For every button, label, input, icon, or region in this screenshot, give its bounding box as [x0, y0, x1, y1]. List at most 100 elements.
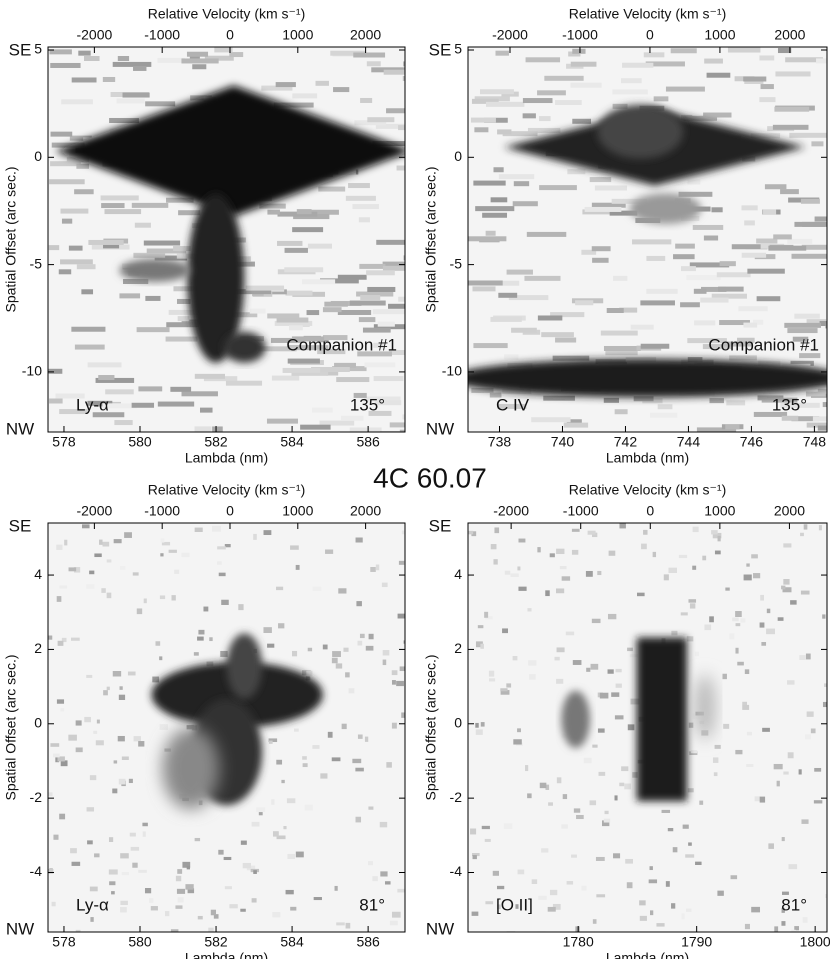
x-axis-label: Lambda (nm): [185, 450, 268, 466]
noise: [657, 404, 673, 410]
noise: [113, 539, 122, 544]
noise: [766, 608, 771, 614]
x2-tick-label: 1000: [282, 27, 313, 43]
y-tick-label: -2: [450, 789, 463, 805]
noise: [742, 704, 750, 710]
noise: [575, 926, 580, 932]
noise: [692, 565, 697, 570]
spectrum-image: [48, 523, 405, 932]
noise: [165, 336, 198, 342]
noise: [645, 61, 685, 67]
noise: [148, 898, 154, 903]
noise: [277, 240, 303, 246]
noise: [160, 538, 165, 543]
noise: [571, 528, 580, 532]
noise: [53, 834, 59, 840]
noise: [591, 202, 626, 208]
noise: [76, 163, 90, 169]
noise: [185, 884, 194, 890]
noise: [96, 719, 100, 724]
noise: [132, 572, 139, 576]
noise: [101, 588, 106, 593]
noise: [818, 525, 822, 531]
noise: [357, 640, 363, 646]
noise: [198, 629, 205, 635]
noise: [100, 195, 139, 201]
x2-tick-label: 2000: [350, 27, 381, 43]
noise: [525, 765, 529, 772]
noise: [75, 720, 82, 726]
x2-tick-label: 2000: [774, 503, 805, 519]
noise: [78, 50, 91, 56]
noise: [802, 917, 808, 923]
angle-label: 135°: [772, 395, 807, 414]
noise: [819, 320, 827, 326]
spectrum-image: [468, 523, 827, 932]
noise: [629, 654, 638, 658]
noise: [391, 670, 398, 676]
y-tick-label: -4: [30, 863, 43, 879]
noise: [324, 301, 348, 307]
noise: [212, 426, 223, 432]
noise: [68, 567, 77, 572]
noise: [55, 757, 60, 763]
noise: [746, 763, 754, 768]
noise: [738, 306, 768, 312]
noise: [471, 911, 479, 916]
noise: [481, 825, 490, 830]
noise: [695, 861, 702, 866]
noise: [108, 837, 114, 843]
noise: [545, 784, 550, 790]
noise: [263, 627, 272, 633]
emission: [226, 633, 263, 699]
noise: [133, 65, 147, 71]
noise: [475, 722, 479, 728]
noise: [256, 807, 266, 812]
noise: [131, 402, 155, 408]
x-tick-label: 578: [52, 434, 76, 450]
noise: [612, 103, 628, 109]
noise: [490, 197, 508, 203]
x-tick-label: 584: [280, 434, 304, 450]
noise: [398, 125, 405, 131]
noise: [177, 316, 190, 322]
noise: [373, 342, 384, 348]
noise: [401, 712, 405, 718]
noise: [106, 686, 110, 691]
noise: [773, 234, 792, 240]
noise: [497, 904, 501, 910]
noise: [133, 736, 141, 742]
noise: [181, 552, 190, 558]
noise: [603, 345, 641, 351]
noise: [284, 267, 324, 273]
noise: [111, 891, 115, 895]
x2-axis-label: Relative Velocity (km s⁻¹): [148, 6, 306, 22]
noise: [159, 656, 163, 661]
noise: [798, 769, 802, 775]
emission: [636, 637, 687, 802]
noise: [102, 541, 110, 547]
noise: [633, 396, 654, 402]
noise: [119, 293, 141, 299]
noise: [273, 102, 314, 108]
noise: [681, 913, 685, 920]
noise: [737, 337, 755, 343]
noise: [155, 641, 161, 646]
y-tick-label: 2: [454, 640, 462, 656]
noise: [627, 647, 633, 652]
noise: [106, 592, 112, 599]
y-tick-label: -2: [30, 789, 43, 805]
noise: [331, 657, 338, 664]
noise: [816, 58, 827, 64]
noise: [176, 888, 186, 894]
noise: [50, 62, 81, 68]
x2-tick-label: 0: [226, 503, 234, 519]
noise: [60, 760, 68, 767]
noise: [591, 246, 611, 252]
noise: [375, 564, 380, 571]
noise: [699, 800, 704, 805]
noise: [189, 55, 200, 61]
noise: [102, 403, 137, 409]
noise: [475, 729, 483, 735]
noise: [48, 869, 54, 874]
